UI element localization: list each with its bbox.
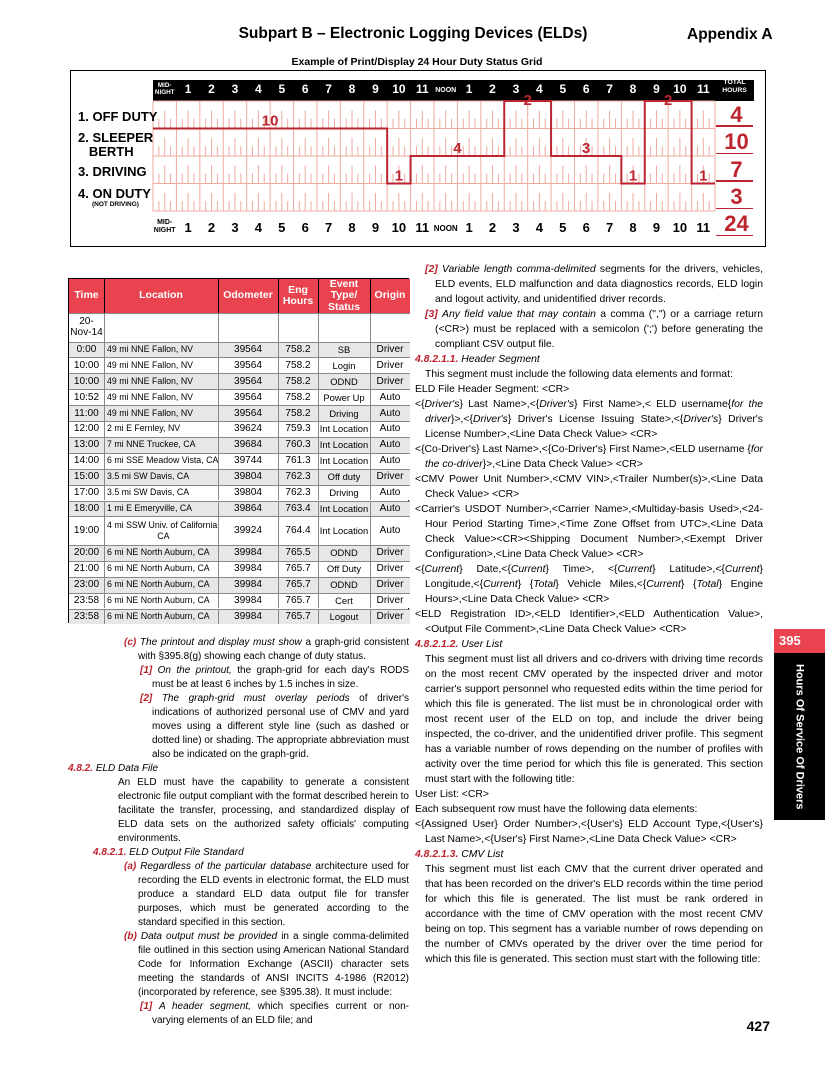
svg-text:1: 1 bbox=[395, 168, 403, 185]
svg-text:10: 10 bbox=[262, 113, 279, 130]
svg-text:3: 3 bbox=[582, 140, 590, 157]
svg-text:4: 4 bbox=[453, 140, 462, 157]
svg-text:1: 1 bbox=[699, 168, 707, 185]
svg-text:1: 1 bbox=[629, 168, 637, 185]
